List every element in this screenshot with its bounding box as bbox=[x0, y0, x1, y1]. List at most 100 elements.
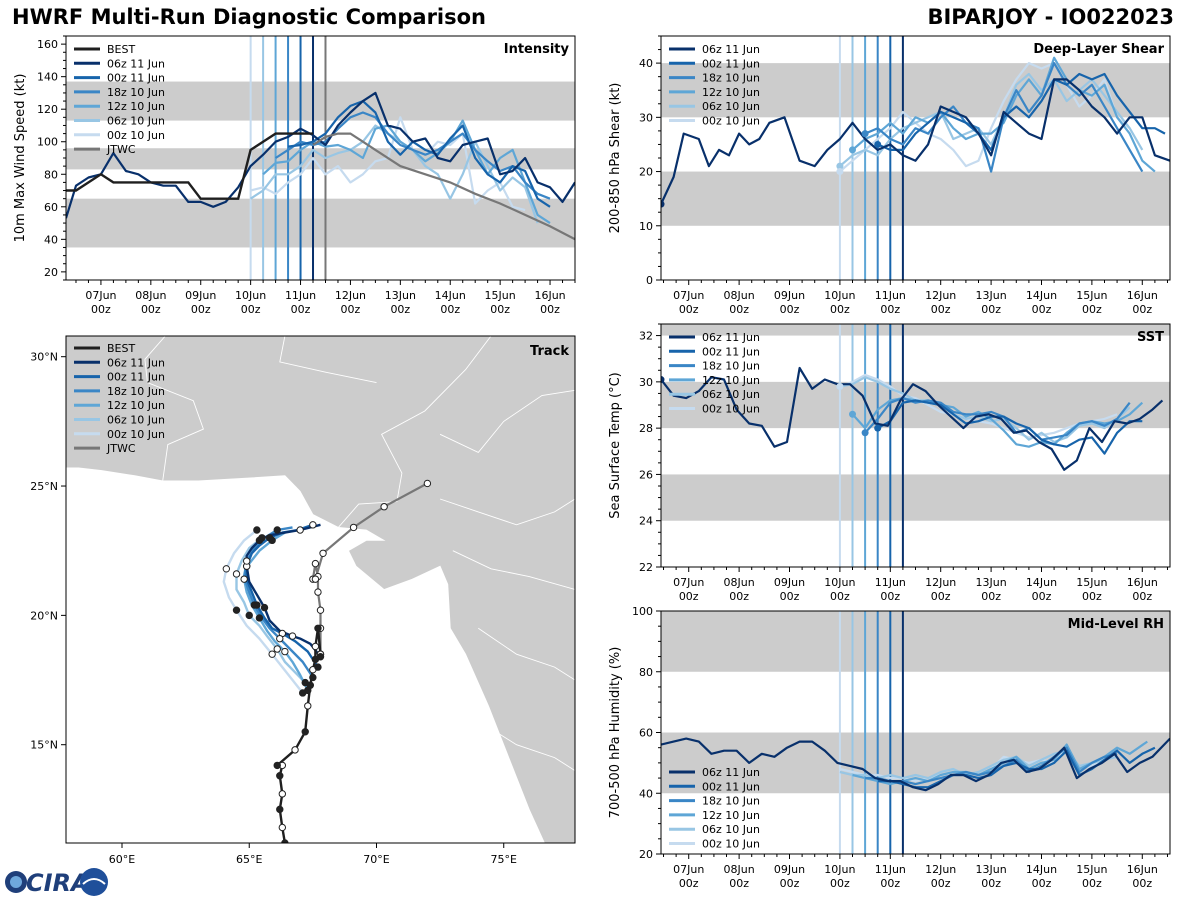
x-tick-hour: 00z bbox=[1082, 877, 1102, 890]
threshold-band bbox=[66, 148, 575, 170]
x-tick-hour: 00z bbox=[780, 877, 800, 890]
track-point bbox=[316, 653, 325, 661]
jtwc-track-point bbox=[314, 588, 322, 596]
track-point bbox=[258, 534, 266, 542]
x-tick-date: 14Jun bbox=[435, 289, 466, 302]
legend-label: 00z 11 Jun bbox=[702, 57, 760, 70]
panel-title: Mid-Level RH bbox=[1068, 617, 1164, 632]
init-marker bbox=[861, 130, 869, 138]
x-tick-date: 09Jun bbox=[774, 576, 805, 589]
x-tick-date: 12Jun bbox=[335, 289, 366, 302]
track-point bbox=[314, 663, 322, 671]
legend-label: BEST bbox=[107, 342, 135, 355]
x-tick-hour: 00z bbox=[341, 303, 361, 316]
track-point bbox=[232, 606, 241, 614]
track-point bbox=[255, 614, 264, 622]
legend-label: 18z 10 Jun bbox=[702, 72, 760, 85]
y-tick-label: 120 bbox=[37, 103, 58, 116]
legend-label: 18z 10 Jun bbox=[107, 385, 165, 398]
legend-label: 18z 10 Jun bbox=[107, 86, 165, 99]
track-point bbox=[253, 526, 261, 534]
x-tick-date: 13Jun bbox=[976, 576, 1007, 589]
x-tick-date: 07Jun bbox=[673, 289, 704, 302]
country-border bbox=[483, 723, 575, 771]
x-tick-hour: 00z bbox=[191, 303, 211, 316]
series-line bbox=[864, 397, 1131, 441]
track-point bbox=[222, 565, 231, 573]
threshold-band bbox=[66, 198, 575, 248]
y-tick-label: 26 bbox=[639, 468, 653, 481]
legend-label: 06z 11 Jun bbox=[702, 331, 760, 344]
x-tick-hour: 00z bbox=[830, 303, 850, 316]
legend-label: JTWC bbox=[106, 143, 136, 156]
best-track-point bbox=[273, 761, 281, 770]
y-tick-label: 24 bbox=[639, 515, 653, 528]
init-marker bbox=[836, 382, 844, 390]
track-point bbox=[309, 521, 317, 529]
y-tick-label: 80 bbox=[639, 666, 653, 679]
jtwc-track-point bbox=[380, 503, 388, 511]
x-tick-hour: 00z bbox=[241, 303, 261, 316]
x-tick-date: 07Jun bbox=[85, 289, 116, 302]
best-track-point bbox=[276, 805, 284, 814]
init-marker bbox=[849, 146, 857, 154]
init-marker bbox=[874, 424, 882, 432]
legend-label: 18z 10 Jun bbox=[702, 360, 760, 373]
legend-label: 06z 10 Jun bbox=[107, 115, 165, 128]
x-tick-date: 16Jun bbox=[534, 289, 565, 302]
legend-label: 06z 10 Jun bbox=[107, 414, 165, 427]
panel-title: Intensity bbox=[504, 42, 570, 57]
track-point bbox=[273, 526, 281, 534]
threshold-band bbox=[661, 171, 1170, 226]
x-tick-hour: 00z bbox=[679, 303, 699, 316]
init-marker bbox=[836, 168, 844, 176]
x-tick-hour: 00z bbox=[1032, 303, 1052, 316]
series-line bbox=[877, 72, 1166, 151]
legend-label: 12z 10 Jun bbox=[702, 86, 760, 99]
x-tick-hour: 00z bbox=[981, 303, 1001, 316]
x-tick-date: 10Jun bbox=[824, 289, 855, 302]
plot-area bbox=[66, 36, 575, 280]
x-tick-date: 11Jun bbox=[875, 863, 906, 876]
x-tick-hour: 00z bbox=[1082, 590, 1102, 603]
x-tick-date: 15Jun bbox=[485, 289, 516, 302]
jtwc-track-point bbox=[319, 549, 327, 557]
x-tick-hour: 00z bbox=[880, 877, 900, 890]
y-tick-label: 30 bbox=[639, 111, 653, 124]
y-tick-label: 160 bbox=[37, 38, 58, 51]
jtwc-track-point bbox=[423, 479, 432, 488]
panel-title: SST bbox=[1137, 330, 1164, 345]
x-tick-date: 08Jun bbox=[724, 863, 755, 876]
y-tick-label: 100 bbox=[37, 136, 58, 149]
x-tick-hour: 00z bbox=[981, 590, 1001, 603]
track-point bbox=[240, 575, 248, 583]
track-point bbox=[298, 689, 307, 697]
x-tick-date: 15Jun bbox=[1076, 576, 1107, 589]
best-track-point bbox=[311, 642, 320, 651]
best-track-point bbox=[291, 746, 299, 754]
init-marker bbox=[849, 410, 857, 418]
plot-area bbox=[661, 36, 1170, 280]
y-axis-label: 700-500 hPa Humidity (%) bbox=[608, 647, 623, 819]
legend-label: 12z 10 Jun bbox=[107, 399, 165, 412]
series-line bbox=[851, 56, 1156, 173]
x-tick-date: 15Jun bbox=[1076, 289, 1107, 302]
x-tick-hour: 00z bbox=[931, 590, 951, 603]
x-tick-hour: 00z bbox=[490, 303, 510, 316]
x-tick-date: 07Jun bbox=[673, 863, 704, 876]
x-tick-date: 11Jun bbox=[875, 576, 906, 589]
storm-title: BIPARJOY - IO022023 bbox=[927, 5, 1174, 29]
x-tick-hour: 00z bbox=[729, 877, 749, 890]
best-track-point bbox=[304, 702, 312, 710]
country-border bbox=[439, 389, 575, 453]
x-tick-hour: 00z bbox=[679, 877, 699, 890]
jtwc-line bbox=[312, 132, 575, 241]
track-point bbox=[268, 536, 276, 545]
cira-logo: CIRA bbox=[4, 866, 108, 898]
lat-tick-label: 20°N bbox=[30, 609, 58, 622]
best-track-line bbox=[273, 628, 322, 843]
x-tick-hour: 00z bbox=[1132, 590, 1152, 603]
lon-tick-label: 75°E bbox=[491, 853, 517, 866]
y-tick-label: 40 bbox=[639, 57, 653, 70]
